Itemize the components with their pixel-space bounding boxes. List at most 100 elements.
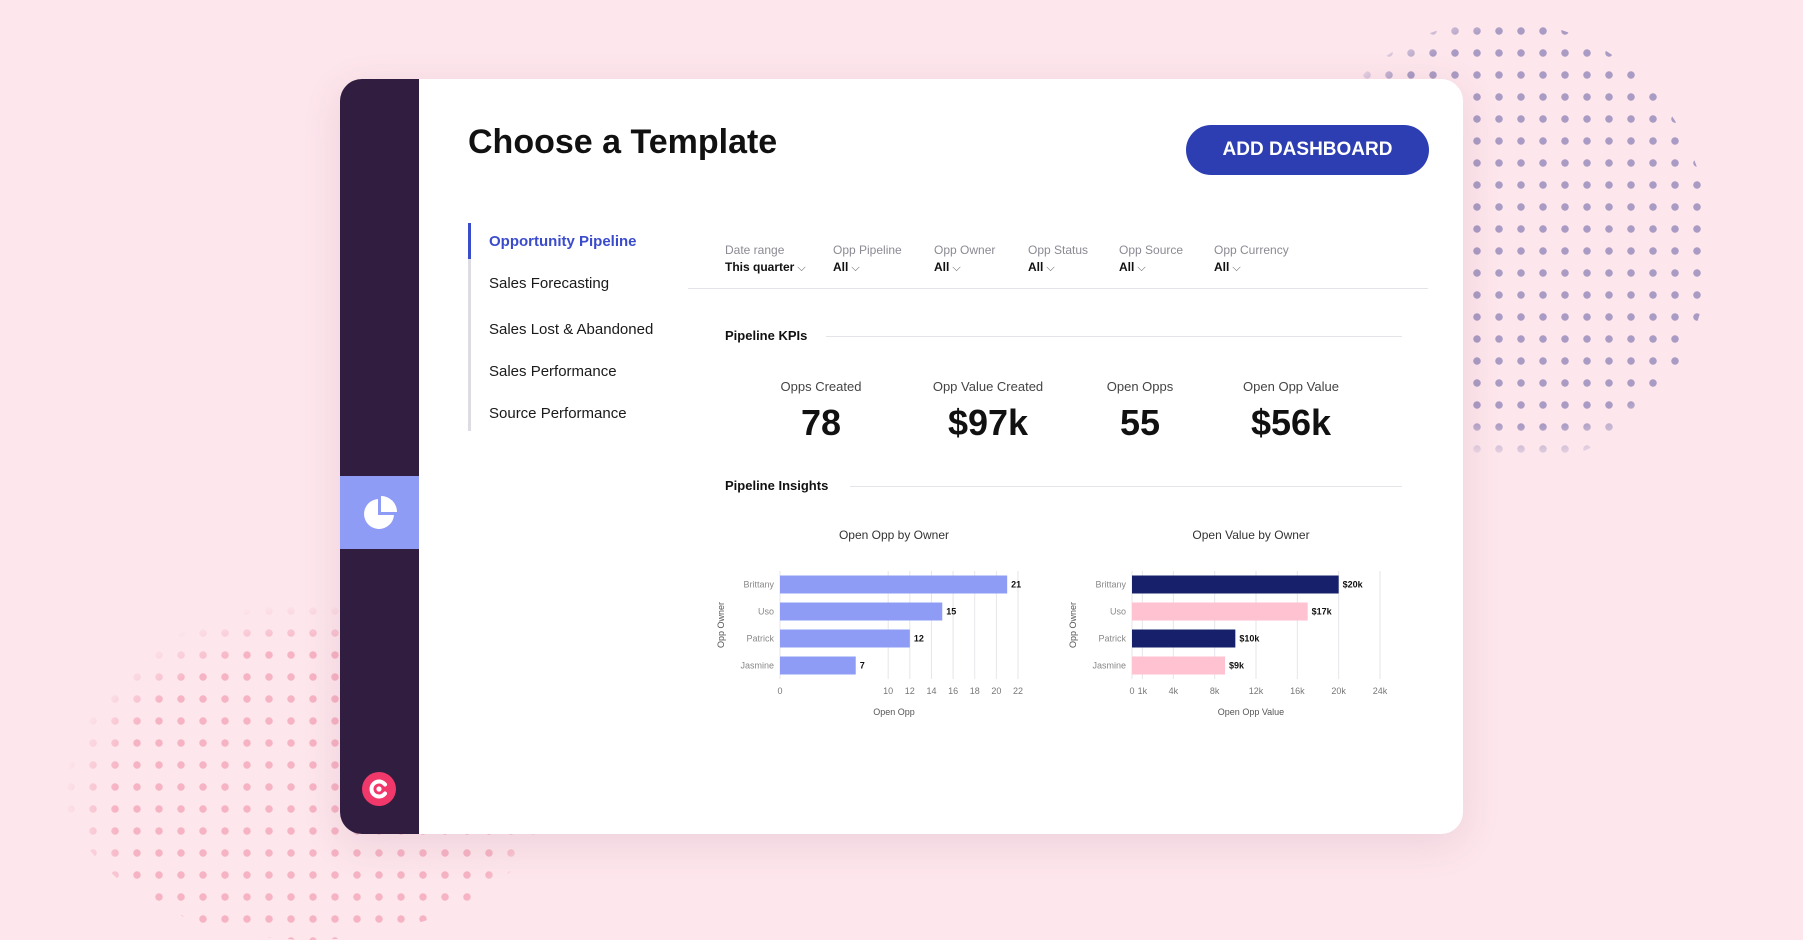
- chevron-down-icon: ⌵: [797, 262, 806, 274]
- x-axis-label: Open Opp Value: [1218, 707, 1284, 717]
- filter-opp-source[interactable]: Opp Source All ⌵: [1119, 243, 1183, 275]
- x-axis-label: Open Opp: [873, 707, 915, 717]
- filter-label: Opp Pipeline: [833, 243, 902, 257]
- side-rail: [340, 79, 419, 834]
- filter-label: Opp Currency: [1214, 243, 1289, 257]
- data-label: $10k: [1239, 634, 1260, 644]
- chevron-down-icon: ⌵: [952, 262, 961, 274]
- chart-open-opp-by-owner: Open Opp by Owner 0 10 12 14 16 18 20 22 Brittany…: [716, 528, 1023, 717]
- x-tick-label: 4k: [1169, 686, 1179, 696]
- page-title: Choose a Template: [468, 123, 778, 161]
- kpi-value: 55: [1119, 402, 1161, 443]
- kpi-opps-created: Opps Created 78: [761, 379, 881, 444]
- category-label: Jasmine: [740, 661, 774, 671]
- data-label: $9k: [1229, 661, 1245, 671]
- filter-opp-owner[interactable]: Opp Owner All ⌵: [934, 243, 995, 275]
- category-label: Brittany: [743, 580, 774, 590]
- template-item-opportunity-pipeline[interactable]: Opportunity Pipeline: [489, 233, 637, 250]
- chevron-down-icon: ⌵: [851, 262, 860, 274]
- kpi-value: $97k: [947, 402, 1029, 443]
- brand-logo-icon[interactable]: [362, 772, 396, 806]
- kpi-label: Open Opps: [1106, 379, 1174, 394]
- filter-value: All: [833, 260, 849, 274]
- filter-opp-pipeline[interactable]: Opp Pipeline All ⌵: [833, 243, 902, 275]
- bar: [1132, 602, 1308, 621]
- bar: [1132, 629, 1236, 648]
- x-tick-label: 20k: [1331, 686, 1346, 696]
- filter-label: Opp Source: [1119, 243, 1184, 257]
- filter-label: Date range: [725, 243, 785, 257]
- filter-value: All: [1214, 260, 1230, 274]
- template-item-sales-forecasting[interactable]: Sales Forecasting: [489, 275, 610, 292]
- chart-title: Open Opp by Owner: [839, 528, 949, 542]
- template-item-source-performance[interactable]: Source Performance: [489, 405, 627, 422]
- category-label: Uso: [758, 607, 774, 617]
- filter-value: All: [934, 260, 950, 274]
- x-tick-label: 10: [883, 686, 893, 696]
- x-tick-label: 18: [970, 686, 980, 696]
- data-label: $17k: [1312, 607, 1333, 617]
- bar: [780, 575, 1008, 594]
- x-tick-label: 16: [948, 686, 958, 696]
- filter-bar: Date range This quarter ⌵ Opp Pipeline Al…: [688, 243, 1428, 289]
- filter-value: This quarter: [725, 260, 795, 274]
- bar: [780, 629, 910, 648]
- kpi-label: Open Opp Value: [1243, 379, 1339, 394]
- category-label: Patrick: [1098, 634, 1126, 644]
- data-label: $20k: [1343, 580, 1364, 590]
- section-title-pipeline-kpis: Pipeline KPIs: [725, 328, 808, 343]
- kpi-value: 78: [800, 402, 842, 443]
- category-label: Jasmine: [1092, 661, 1126, 671]
- category-label: Uso: [1110, 607, 1126, 617]
- chevron-down-icon: ⌵: [1232, 262, 1241, 274]
- x-tick-label: 8k: [1210, 686, 1220, 696]
- filter-opp-status[interactable]: Opp Status All ⌵: [1028, 243, 1088, 275]
- section-divider: [850, 486, 1402, 487]
- bar: [780, 656, 856, 675]
- active-template-indicator: [468, 223, 471, 259]
- bar: [1132, 575, 1339, 594]
- x-tick-label: 0: [777, 686, 782, 696]
- bar: [1132, 656, 1225, 675]
- filter-value: All: [1119, 260, 1135, 274]
- x-tick-label: 22: [1013, 686, 1023, 696]
- filter-label: Opp Status: [1028, 243, 1089, 257]
- data-label: 7: [860, 661, 865, 671]
- category-label: Brittany: [1095, 580, 1126, 590]
- template-item-sales-lost-abandoned[interactable]: Sales Lost & Abandoned: [489, 321, 654, 338]
- kpi-value: $56k: [1250, 402, 1332, 443]
- x-tick-label: 24k: [1373, 686, 1388, 696]
- section-title-pipeline-insights: Pipeline Insights: [725, 478, 829, 493]
- kpi-opp-value-created: Opp Value Created $97k: [908, 379, 1068, 444]
- x-tick-label: 0: [1129, 686, 1134, 696]
- category-label: Patrick: [746, 634, 774, 644]
- kpi-label: Opps Created: [780, 379, 862, 394]
- section-divider: [826, 336, 1402, 337]
- rail-item-dashboards[interactable]: [340, 476, 419, 549]
- y-axis-label: Opp Owner: [1068, 602, 1078, 648]
- kpi-open-opp-value: Open Opp Value $56k: [1211, 379, 1371, 444]
- x-tick-label: 12: [905, 686, 915, 696]
- y-axis-label: Opp Owner: [716, 602, 726, 648]
- x-tick-label: 12k: [1249, 686, 1264, 696]
- filter-value: All: [1028, 260, 1044, 274]
- chart-open-value-by-owner: Open Value by Owner 0 1k 4k 8k 12k 16k 20k 24k Br…: [1068, 528, 1388, 717]
- template-list: Opportunity Pipeline Sales Forecasting S…: [468, 223, 671, 431]
- pie-chart-icon: [363, 495, 397, 529]
- x-tick-label: 20: [991, 686, 1001, 696]
- filter-opp-currency[interactable]: Opp Currency All ⌵: [1214, 243, 1289, 275]
- template-item-sales-performance[interactable]: Sales Performance: [489, 363, 617, 380]
- data-label: 15: [946, 607, 956, 617]
- kpi-label: Opp Value Created: [932, 379, 1044, 394]
- data-label: 12: [914, 634, 924, 644]
- filter-date-range[interactable]: Date range This quarter ⌵: [725, 243, 806, 275]
- kpi-open-opps: Open Opps 55: [1080, 379, 1200, 444]
- data-label: 21: [1011, 580, 1021, 590]
- x-tick-label: 14: [926, 686, 936, 696]
- chevron-down-icon: ⌵: [1137, 262, 1146, 274]
- template-chooser-window: Choose a Template ADD DASHBOARD Opportun…: [340, 79, 1463, 834]
- bar: [780, 602, 943, 621]
- chevron-down-icon: ⌵: [1046, 262, 1055, 274]
- add-dashboard-button[interactable]: ADD DASHBOARD: [1186, 125, 1429, 175]
- x-tick-label: 1k: [1138, 686, 1148, 696]
